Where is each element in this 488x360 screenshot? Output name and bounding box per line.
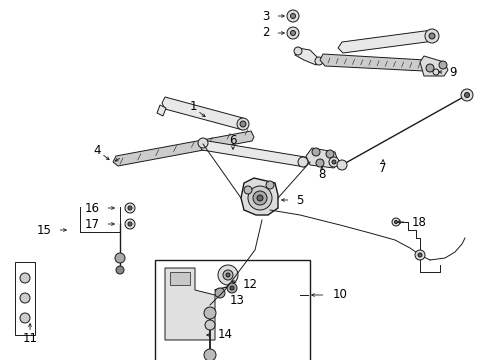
Polygon shape [200,140,306,167]
Circle shape [128,222,132,226]
Circle shape [414,250,424,260]
Circle shape [125,219,135,229]
Text: 12: 12 [243,279,258,292]
Text: 9: 9 [448,66,456,78]
Circle shape [229,286,234,290]
Text: 14: 14 [218,328,232,342]
Circle shape [425,64,433,72]
Circle shape [20,313,30,323]
Text: 18: 18 [411,216,426,229]
Circle shape [203,307,216,319]
Circle shape [315,159,324,167]
Polygon shape [170,272,190,285]
Text: 8: 8 [318,168,325,181]
Circle shape [116,266,124,274]
Polygon shape [162,97,246,130]
Circle shape [226,283,237,293]
Circle shape [257,195,263,201]
Text: 15: 15 [37,224,52,237]
Circle shape [293,47,302,55]
Circle shape [204,320,215,330]
Circle shape [115,253,125,263]
Circle shape [223,270,232,280]
Circle shape [336,160,346,170]
Circle shape [311,148,319,156]
Text: 11: 11 [22,332,38,345]
Circle shape [328,157,338,167]
Polygon shape [113,131,253,166]
Polygon shape [157,105,165,116]
Text: 7: 7 [379,162,386,175]
Circle shape [20,293,30,303]
Text: 13: 13 [229,293,244,306]
Text: 6: 6 [229,135,236,148]
Text: 3: 3 [262,9,269,22]
Polygon shape [305,148,337,168]
Circle shape [428,33,434,39]
Circle shape [394,220,397,224]
Circle shape [325,150,333,158]
Polygon shape [164,268,215,340]
Circle shape [247,186,271,210]
Text: 17: 17 [85,217,100,230]
Circle shape [215,288,224,298]
Circle shape [286,27,298,39]
Polygon shape [294,48,319,65]
Circle shape [286,10,298,22]
Text: 16: 16 [85,202,100,215]
Circle shape [464,93,468,98]
Text: 2: 2 [262,27,269,40]
Circle shape [244,186,251,194]
Circle shape [20,273,30,283]
Circle shape [225,273,229,277]
Circle shape [218,265,238,285]
Circle shape [203,349,216,360]
Polygon shape [419,56,447,76]
Polygon shape [319,54,427,71]
Circle shape [252,191,266,205]
Circle shape [198,138,207,148]
Circle shape [290,31,295,36]
Circle shape [290,13,295,18]
Text: 4: 4 [93,144,101,157]
Circle shape [331,160,335,164]
Circle shape [265,181,273,189]
Circle shape [125,203,135,213]
Circle shape [391,218,399,226]
Bar [155,260,309,360]
Text: 10: 10 [332,288,347,302]
Polygon shape [15,262,35,335]
Circle shape [460,89,472,101]
Circle shape [417,253,421,257]
Circle shape [438,61,446,69]
Circle shape [314,57,323,65]
Text: 5: 5 [295,194,303,207]
Text: 1: 1 [189,100,196,113]
Circle shape [128,206,132,210]
Circle shape [297,157,307,167]
Circle shape [240,121,245,127]
Polygon shape [337,30,435,53]
Circle shape [237,118,248,130]
Circle shape [424,29,438,43]
Polygon shape [241,178,278,215]
